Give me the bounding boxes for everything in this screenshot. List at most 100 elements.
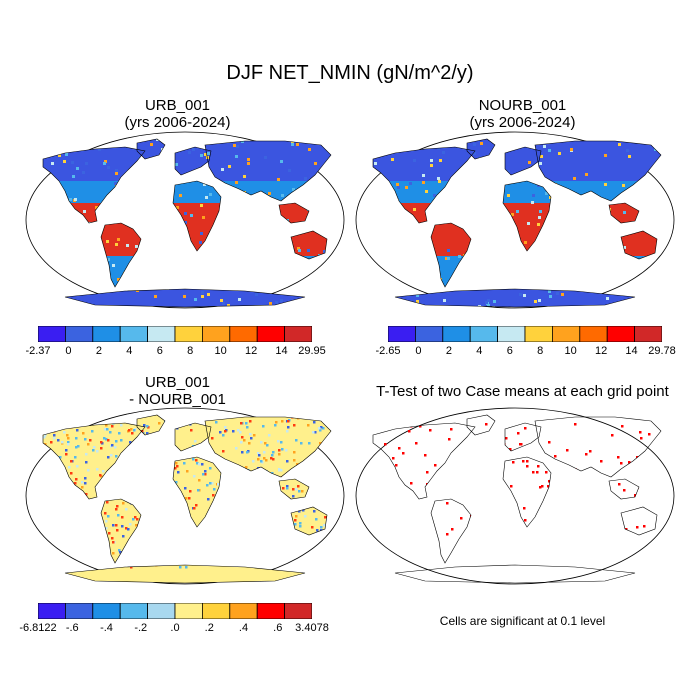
colorbar-box — [256, 603, 285, 619]
colorbar-tick-label: 2 — [95, 345, 102, 357]
panel-4-title: T-Test of two Case means at each grid po… — [345, 383, 700, 400]
colorbar-tick-label: 12 — [594, 345, 608, 357]
colorbar-box — [497, 326, 526, 342]
panel-3-title-line2: - NOURB_001 — [129, 391, 226, 408]
colorbar-box — [229, 603, 258, 619]
colorbar-box — [388, 326, 416, 342]
colorbar-tick-label: 6 — [156, 345, 163, 357]
coastline-north-america — [42, 422, 146, 500]
figure-title: DJF NET_NMIN (gN/m^2/y) — [226, 62, 474, 84]
colorbar-box — [256, 326, 285, 342]
colorbar-box — [284, 326, 312, 342]
colorbar-tick-label: 12 — [244, 345, 258, 357]
colorbar-box — [414, 326, 444, 342]
colorbar-tick-label: .0 — [170, 622, 180, 634]
coastline-europe — [174, 422, 212, 452]
colorbar-box — [174, 603, 203, 619]
coastline-antarctica — [394, 564, 636, 584]
colorbar-box — [64, 326, 94, 342]
colorbar-box — [119, 326, 148, 342]
map-nourb — [355, 131, 675, 309]
coastline-south-america — [430, 222, 472, 288]
coastline-asia — [204, 416, 332, 478]
coastline-south-america — [430, 498, 472, 564]
globe-outline — [355, 407, 675, 585]
colorbar-tick-label: -2.37 — [25, 345, 51, 357]
colorbar-tick-label: .2 — [204, 622, 214, 634]
map-urb — [25, 131, 345, 309]
colorbar-box — [119, 603, 148, 619]
significance-note: Cells are significant at 0.1 level — [439, 614, 606, 628]
coastline-se-asia — [608, 202, 640, 224]
coastline-australia — [290, 230, 328, 260]
panel-4-title-line1: T-Test of two Case means at each grid po… — [376, 383, 669, 400]
coastline-south-america — [100, 498, 142, 564]
colorbar-box — [201, 326, 231, 342]
colorbar-box — [147, 326, 176, 342]
colorbar-box — [606, 326, 635, 342]
panel-2-title-line2: (yrs 2006-2024) — [469, 114, 576, 131]
colorbar-tick-label: -2.65 — [375, 345, 401, 357]
coastline-australia — [290, 506, 328, 536]
colorbar-box — [38, 603, 66, 619]
coastline-asia — [534, 416, 662, 478]
colorbar-tick-label: 29.78 — [648, 345, 676, 357]
colorbar-tick-label: 0 — [415, 345, 422, 357]
colorbar-box — [634, 326, 662, 342]
coastline-europe — [504, 422, 542, 452]
colorbar-difference: -6.8122 -.6 -.4 -.2 .0 .2 .4 .6 3.4078 — [19, 603, 329, 634]
colorbar-box — [442, 326, 471, 342]
colorbar-tick-label: 3.4078 — [295, 622, 329, 634]
coastline-africa — [172, 456, 222, 528]
panel-3-title-line1: URB_001 — [144, 374, 211, 391]
coastline-se-asia — [608, 478, 640, 500]
coastline-australia — [620, 506, 658, 536]
colorbar-tick-label: 29.95 — [298, 345, 326, 357]
colorbar-tick-label: 10 — [564, 345, 577, 357]
coastline-antarctica — [64, 564, 306, 584]
coastline-north-america — [372, 422, 476, 500]
coastline-greenland — [466, 138, 496, 160]
coastline-antarctica — [64, 288, 306, 308]
colorbar-box — [229, 326, 258, 342]
coastline-australia — [620, 230, 658, 260]
colorbar-box — [524, 326, 553, 342]
map-difference — [25, 407, 345, 585]
colorbar-box — [201, 603, 231, 619]
colorbar-tick-label: 10 — [214, 345, 227, 357]
colorbar-tick-label: .6 — [273, 622, 283, 634]
colorbar-box — [551, 326, 581, 342]
colorbar-tick-label: 6 — [506, 345, 513, 357]
panel-1-title: URB_001 (yrs 2006-2024) — [25, 97, 330, 131]
colorbar-box — [38, 326, 66, 342]
colorbar-tick-label: -.6 — [65, 622, 79, 634]
coastline-africa — [502, 180, 552, 252]
colorbar-tick-label: -.4 — [100, 622, 113, 634]
coastline-greenland — [136, 414, 166, 436]
coastline-asia — [534, 140, 662, 202]
coastline-se-asia — [278, 202, 310, 224]
coastline-south-america — [100, 222, 142, 288]
panel-3-title: URB_001 - NOURB_001 — [25, 374, 330, 408]
colorbar-box — [92, 326, 121, 342]
colorbar-tick-label: 14 — [625, 345, 638, 357]
colorbar-box — [284, 603, 312, 619]
panel-2-title-line1: NOURB_001 — [478, 97, 567, 114]
coastline-se-asia — [278, 478, 310, 500]
panel-1-title-line2: (yrs 2006-2024) — [124, 114, 231, 131]
panel-1-title-line1: URB_001 — [144, 97, 211, 114]
colorbar-box — [147, 603, 176, 619]
colorbar-box — [92, 603, 121, 619]
panel-2-title: NOURB_001 (yrs 2006-2024) — [370, 97, 675, 131]
map-ttest — [355, 407, 675, 585]
coastline-europe — [504, 146, 542, 176]
colorbar-tick-label: 2 — [445, 345, 452, 357]
coastline-greenland — [136, 138, 166, 160]
colorbar-tick-label: 14 — [275, 345, 288, 357]
coastline-greenland — [466, 414, 496, 436]
colorbar-tick-label: 4 — [126, 345, 133, 357]
colorbar-tick-label: 8 — [187, 345, 194, 357]
colorbar-box — [174, 326, 203, 342]
colorbar-box — [469, 326, 498, 342]
coastline-africa — [502, 456, 552, 528]
